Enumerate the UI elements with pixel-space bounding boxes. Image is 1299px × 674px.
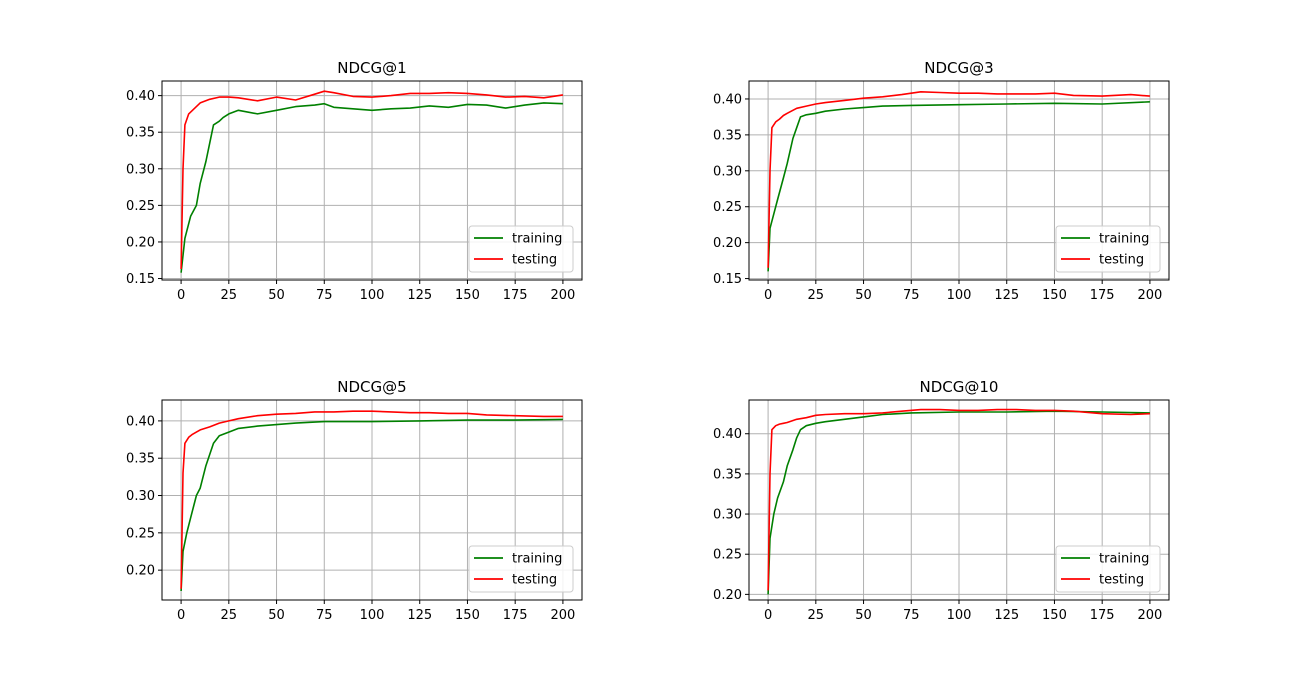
x-tick-label: 50 bbox=[268, 288, 285, 303]
series-line-training bbox=[180, 418, 563, 592]
legend-label-training: training bbox=[1099, 552, 1149, 567]
y-tick-label: 0.30 bbox=[126, 162, 155, 177]
subplot-4: NDCG@10 0 25 50 75 100 125 150 175 200 0.20 0.25 0.3… bbox=[713, 378, 1170, 623]
x-tick-label: 150 bbox=[455, 288, 480, 303]
y-tick-label: 0.40 bbox=[713, 92, 742, 107]
y-tick-label: 0.25 bbox=[126, 526, 155, 541]
y-tick-label: 0.20 bbox=[126, 235, 155, 250]
x-tick-label: 175 bbox=[503, 608, 528, 623]
series-line-training bbox=[180, 102, 563, 273]
x-tick-label: 125 bbox=[994, 288, 1019, 303]
subplot-1: NDCG@1 0 25 50 75 100 125 150 175 200 0.15 0.20 0.25… bbox=[126, 59, 583, 303]
grid-lines bbox=[749, 400, 1169, 600]
series-line-testing bbox=[767, 408, 1150, 591]
x-tick-label: 75 bbox=[903, 608, 920, 623]
x-tick-label: 100 bbox=[947, 608, 972, 623]
x-tick-label: 0 bbox=[764, 288, 772, 303]
x-tick-label: 0 bbox=[177, 288, 185, 303]
x-tick-label: 100 bbox=[360, 288, 385, 303]
subplot-grid: NDCG@10 25 50 75 100 125 150 175 2000.150.200.25… bbox=[126, 59, 1170, 623]
legend-label-testing: testing bbox=[512, 253, 557, 268]
x-tick-label: 200 bbox=[550, 608, 575, 623]
x-tick-label: 100 bbox=[360, 608, 385, 623]
subplot-title: NDCG@1 bbox=[337, 59, 406, 77]
legend: training testing bbox=[468, 225, 574, 273]
y-tick-label: 0.40 bbox=[713, 427, 742, 442]
axes-frame bbox=[748, 80, 1170, 281]
x-tick-label: 100 bbox=[947, 288, 972, 303]
y-tick-label: 0.35 bbox=[713, 128, 742, 143]
axes-frame bbox=[161, 399, 583, 601]
x-tick-label: 0 bbox=[764, 608, 772, 623]
legend: training testing bbox=[1055, 545, 1161, 593]
x-tick-label: 175 bbox=[1090, 608, 1115, 623]
y-tick-label: 0.15 bbox=[713, 272, 742, 287]
subplot-title: NDCG@3 bbox=[924, 59, 993, 77]
subplot-2: NDCG@3 0 25 50 75 100 125 150 175 200 0.15 0.20 0.25… bbox=[713, 59, 1170, 303]
series-line-testing bbox=[180, 410, 563, 589]
legend: training testing bbox=[1055, 225, 1161, 273]
x-tick-label: 75 bbox=[316, 608, 333, 623]
x-tick-label: 175 bbox=[1090, 288, 1115, 303]
axes-frame bbox=[161, 80, 583, 281]
subplot-title: NDCG@5 bbox=[337, 378, 406, 396]
y-tick-label: 0.35 bbox=[126, 126, 155, 141]
x-tick-label: 175 bbox=[503, 288, 528, 303]
legend-label-testing: testing bbox=[1099, 253, 1144, 268]
series-line-testing bbox=[767, 91, 1150, 268]
x-tick-label: 200 bbox=[1137, 288, 1162, 303]
axes-frame bbox=[748, 399, 1170, 601]
legend-label-training: training bbox=[1099, 232, 1149, 247]
y-tick-label: 0.35 bbox=[126, 452, 155, 467]
series-line-testing bbox=[180, 90, 564, 270]
x-tick-label: 125 bbox=[407, 608, 432, 623]
y-tick-label: 0.25 bbox=[713, 200, 742, 215]
x-tick-label: 50 bbox=[268, 608, 285, 623]
x-tick-label: 75 bbox=[316, 288, 333, 303]
legend-label-testing: testing bbox=[512, 573, 557, 588]
y-tick-label: 0.20 bbox=[713, 236, 742, 251]
y-tick-label: 0.35 bbox=[713, 467, 742, 482]
y-tick-label: 0.20 bbox=[126, 564, 155, 579]
y-tick-label: 0.40 bbox=[126, 414, 155, 429]
legend-label-testing: testing bbox=[1099, 573, 1144, 588]
subplot-3: NDCG@5 0 25 50 75 100 125 150 175 200 0.20 0.25 0.30… bbox=[126, 378, 583, 623]
x-tick-label: 25 bbox=[221, 288, 238, 303]
y-tick-label: 0.30 bbox=[713, 508, 742, 523]
y-tick-label: 0.20 bbox=[713, 588, 742, 603]
series-line-training bbox=[767, 410, 1150, 595]
legend-label-training: training bbox=[512, 232, 562, 247]
x-tick-label: 75 bbox=[903, 288, 920, 303]
x-tick-label: 25 bbox=[221, 608, 238, 623]
x-tick-label: 25 bbox=[808, 608, 825, 623]
subplot-title: NDCG@10 bbox=[920, 378, 999, 396]
y-tick-label: 0.15 bbox=[126, 272, 155, 287]
series-line-training bbox=[767, 101, 1150, 272]
x-tick-label: 25 bbox=[808, 288, 825, 303]
y-tick-label: 0.25 bbox=[126, 199, 155, 214]
x-tick-label: 125 bbox=[994, 608, 1019, 623]
x-tick-label: 150 bbox=[1042, 608, 1067, 623]
y-tick-label: 0.25 bbox=[713, 548, 742, 563]
x-tick-label: 150 bbox=[1042, 288, 1067, 303]
x-tick-label: 125 bbox=[407, 288, 432, 303]
x-tick-label: 200 bbox=[550, 288, 575, 303]
legend-label-training: training bbox=[512, 552, 562, 567]
y-tick-label: 0.40 bbox=[126, 89, 155, 104]
x-tick-label: 50 bbox=[855, 608, 872, 623]
x-tick-label: 50 bbox=[855, 288, 872, 303]
legend: training testing bbox=[468, 545, 574, 593]
y-tick-label: 0.30 bbox=[713, 164, 742, 179]
x-tick-label: 150 bbox=[455, 608, 480, 623]
x-tick-label: 0 bbox=[177, 608, 185, 623]
x-tick-label: 200 bbox=[1137, 608, 1162, 623]
y-tick-label: 0.30 bbox=[126, 489, 155, 504]
